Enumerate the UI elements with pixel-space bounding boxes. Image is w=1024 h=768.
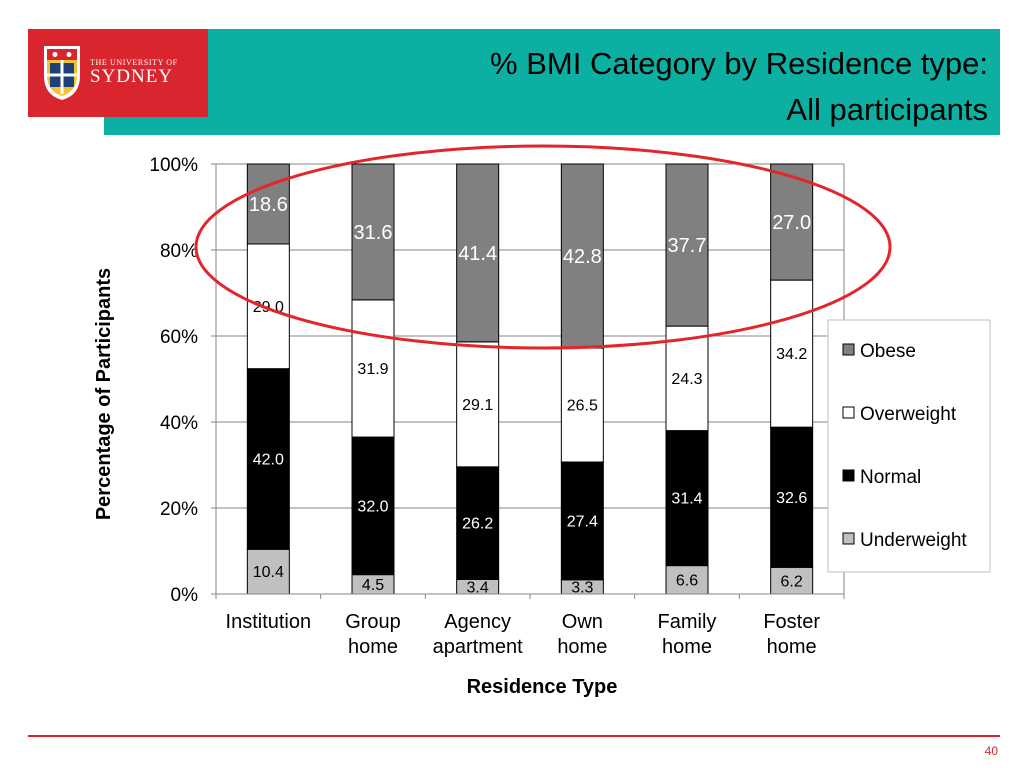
y-axis-title: Percentage of Participants: [93, 268, 115, 520]
data-label-overweight: 26.5: [567, 398, 598, 415]
y-tick-label: 20%: [160, 499, 198, 520]
y-tick-label: 40%: [160, 413, 198, 434]
bar-segment-normal: [351, 436, 395, 576]
legend-swatch-underweight: [842, 532, 855, 545]
data-label-underweight: 10.4: [253, 564, 284, 581]
legend-label-overweight: Overweight: [860, 404, 957, 425]
data-label-underweight: 4.5: [362, 577, 384, 594]
data-label-underweight: 6.2: [781, 573, 803, 590]
bar-segment-overweight: [665, 325, 709, 432]
university-logo: THE UNIVERSITY OF SYDNEY: [28, 29, 208, 117]
bar-segment-obese: [770, 163, 814, 281]
data-label-obese: 27.0: [772, 212, 811, 234]
legend-swatch-overweight: [842, 406, 855, 419]
data-label-underweight: 3.3: [571, 580, 593, 597]
x-tick-label: Agency: [444, 611, 511, 633]
data-label-overweight: 29.1: [462, 397, 493, 414]
data-label-normal: 31.4: [671, 491, 702, 508]
bar-segment-overweight: [770, 279, 814, 428]
x-tick-label: home: [348, 636, 398, 658]
data-label-normal: 42.0: [253, 452, 284, 469]
data-label-underweight: 6.6: [676, 572, 698, 589]
data-label-normal: 26.2: [462, 516, 493, 533]
data-label-obese: 42.8: [563, 246, 602, 268]
bar-segment-overweight: [246, 243, 290, 370]
page-number: 40: [984, 744, 998, 758]
highlight-ellipse: [194, 144, 892, 350]
bar-segment-overweight: [560, 347, 604, 463]
legend-swatch-obese: [842, 343, 855, 356]
legend-label-obese: Obese: [860, 341, 916, 362]
logo-big-text: SYDNEY: [90, 66, 174, 87]
bar-segment-underweight: [665, 565, 709, 595]
data-label-normal: 32.6: [776, 490, 807, 507]
x-tick-label: home: [767, 636, 817, 658]
bar-segment-obese: [456, 163, 500, 343]
bar-segment-underweight: [770, 566, 814, 595]
x-axis-title: Residence Type: [467, 676, 618, 698]
bar-segment-obese: [246, 163, 290, 245]
x-tick-label: home: [662, 636, 712, 658]
data-label-obese: 37.7: [668, 235, 707, 257]
legend-label-underweight: Underweight: [860, 530, 967, 551]
bar-segment-obese: [665, 163, 709, 327]
data-label-underweight: 3.4: [467, 579, 489, 596]
bar-segment-normal: [560, 461, 604, 581]
title-line-1: % BMI Category by Residence type:: [490, 46, 988, 81]
header-bar: [104, 29, 1000, 135]
data-label-overweight: 24.3: [671, 371, 702, 388]
bar-segment-normal: [770, 426, 814, 568]
bar-segment-obese: [560, 163, 604, 349]
x-tick-label: Family: [658, 611, 717, 633]
data-label-overweight: 34.2: [776, 346, 807, 363]
x-tick-label: Foster: [763, 611, 820, 633]
footer-line: [28, 735, 1000, 737]
data-label-overweight: 31.9: [357, 361, 388, 378]
x-tick-label: Institution: [226, 611, 312, 633]
x-tick-label: Group: [345, 611, 401, 633]
bar-segment-obese: [351, 163, 395, 301]
x-tick-label: Own: [562, 611, 603, 633]
data-label-normal: 32.0: [357, 498, 388, 515]
legend-swatch-normal: [842, 469, 855, 482]
data-label-obese: 31.6: [354, 222, 393, 244]
page-title: % BMI Category by Residence type: All pa…: [490, 41, 988, 133]
title-line-2: All participants: [786, 92, 988, 127]
bar-segment-normal: [246, 368, 290, 550]
x-tick-label: home: [557, 636, 607, 658]
legend-label-normal: Normal: [860, 467, 921, 488]
y-tick-label: 60%: [160, 327, 198, 348]
logo-small-text: THE UNIVERSITY OF: [90, 58, 178, 67]
legend-box: [827, 319, 991, 573]
bar-segment-overweight: [351, 299, 395, 438]
data-label-obese: 41.4: [458, 243, 497, 265]
y-tick-label: 0%: [171, 585, 199, 606]
y-tick-label: 80%: [160, 241, 198, 262]
y-tick-label: 100%: [149, 155, 198, 176]
x-tick-label: apartment: [433, 636, 523, 658]
bar-segment-underweight: [246, 548, 290, 595]
data-label-normal: 27.4: [567, 514, 598, 531]
data-label-obese: 18.6: [249, 194, 288, 216]
crest-icon: [44, 46, 80, 100]
bar-segment-normal: [665, 430, 709, 567]
